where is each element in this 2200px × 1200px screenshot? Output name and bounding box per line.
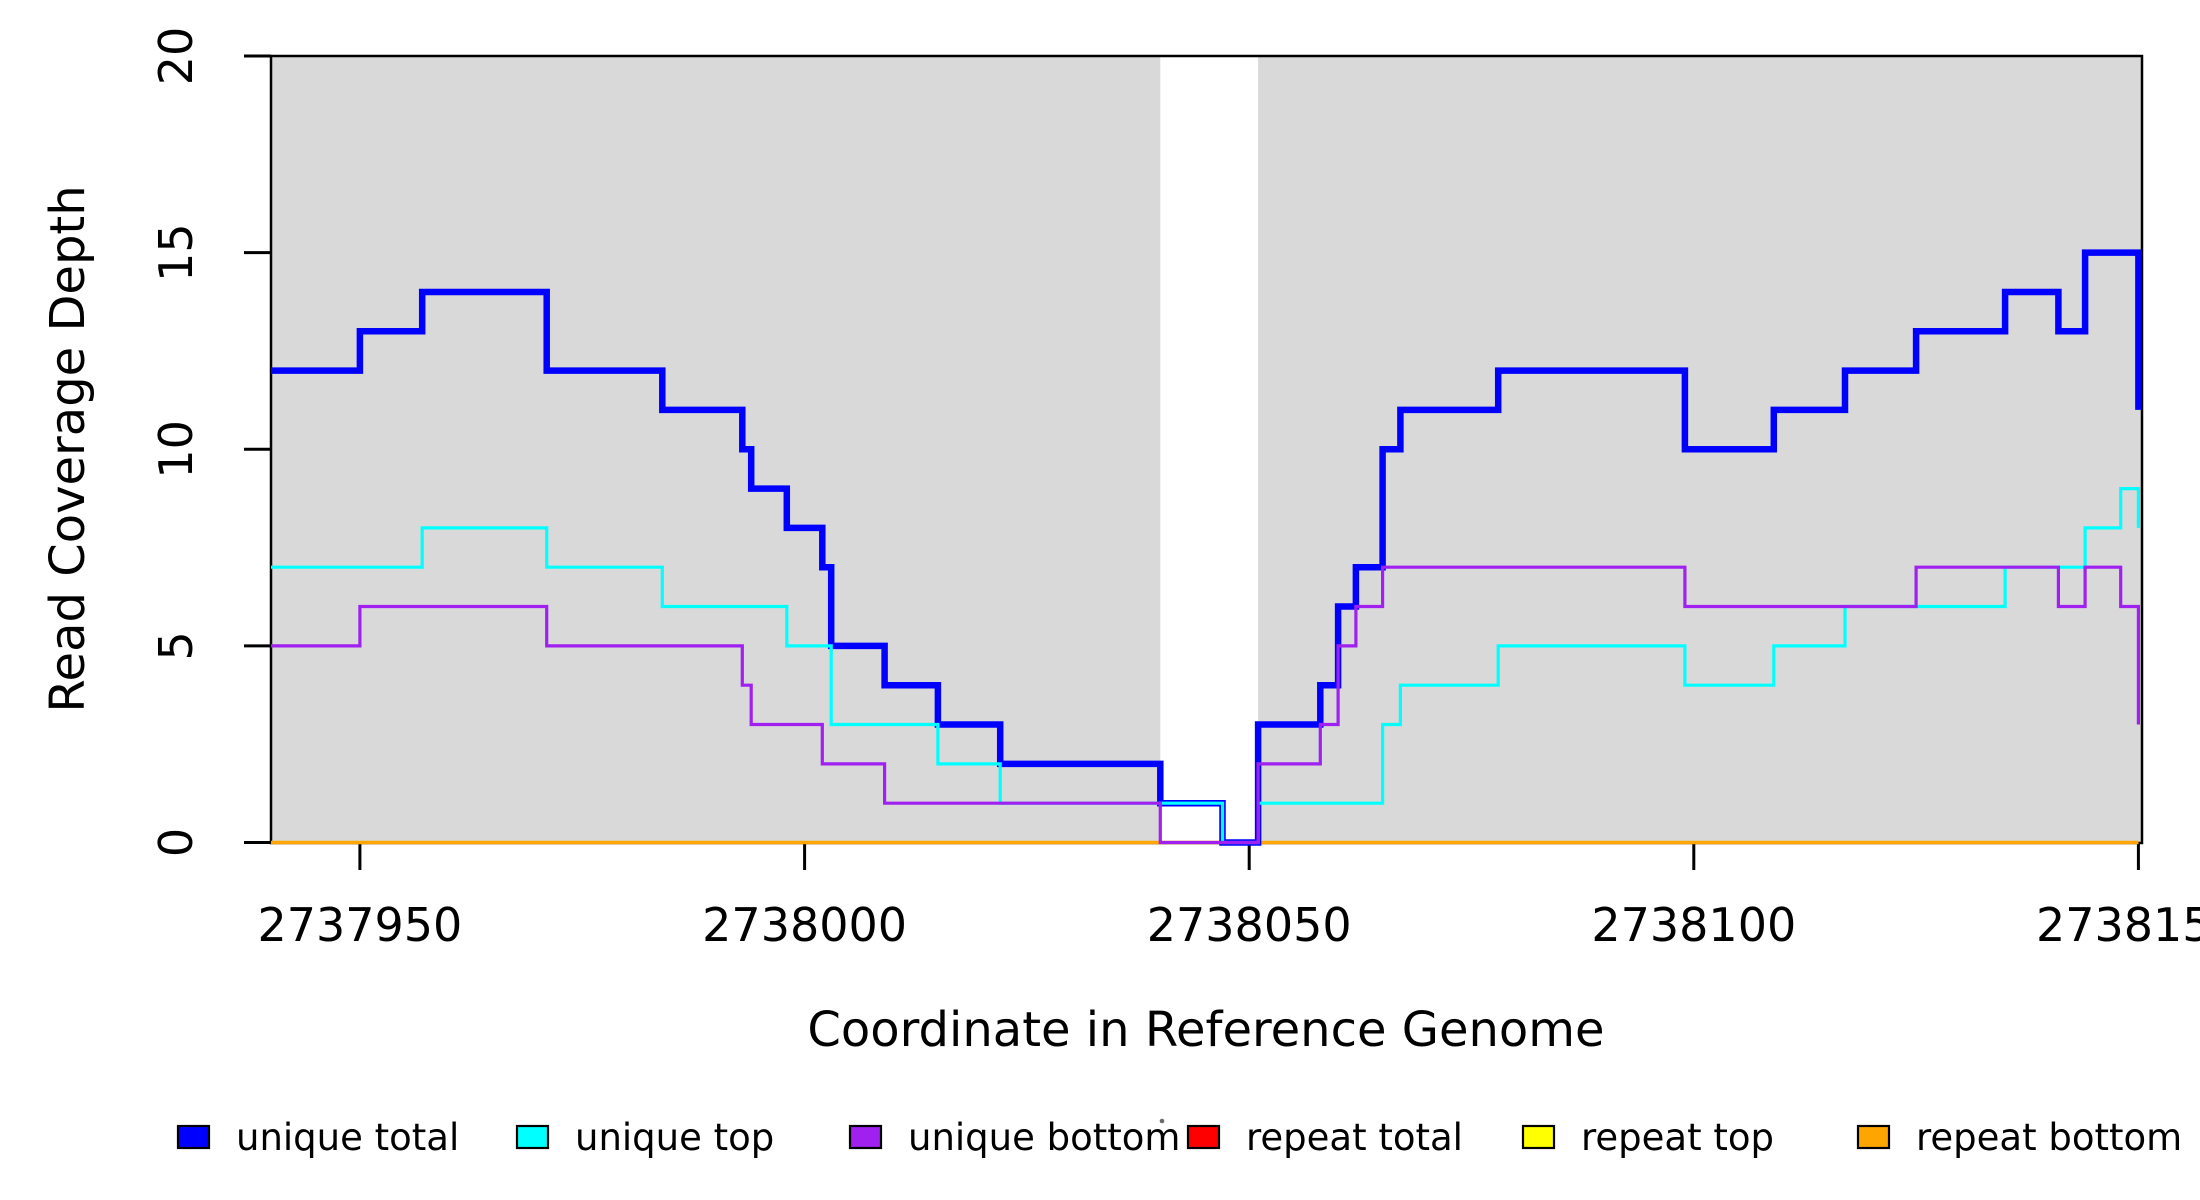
legend-item-label: unique total <box>236 1116 459 1159</box>
x-axis-title: Coordinate in Reference Genome <box>807 1002 1604 1058</box>
legend-item: repeat bottom <box>1856 1116 2182 1159</box>
legend-item: repeat total <box>1186 1116 1463 1159</box>
y-axis: 0 5 10 15 20 <box>149 27 271 857</box>
y-tick-label: 20 <box>149 27 203 86</box>
speck-artifact <box>1159 1118 1165 1124</box>
y-tick-label: 5 <box>149 631 203 660</box>
series-lines <box>271 249 2142 846</box>
shaded-band <box>271 56 1161 843</box>
shaded-regions <box>271 56 2142 843</box>
legend-item-label: unique top <box>575 1116 774 1159</box>
legend: unique total unique top unique bottom repea… <box>176 1116 2182 1159</box>
legend-swatch <box>1186 1124 1221 1150</box>
legend-item-label: repeat top <box>1581 1116 1774 1159</box>
series-unique-top <box>271 487 2140 845</box>
legend-item: repeat top <box>1521 1116 1774 1159</box>
legend-swatch <box>1521 1124 1556 1150</box>
x-tick-label: 2738050 <box>1147 898 1352 952</box>
y-tick-label: 10 <box>149 420 203 479</box>
x-tick-label: 2737950 <box>257 898 462 952</box>
legend-swatch <box>176 1124 211 1150</box>
x-tick-label: 2738000 <box>702 898 907 952</box>
x-tick-label: 2738100 <box>1591 898 1796 952</box>
legend-swatch <box>848 1124 883 1150</box>
legend-item: unique bottom <box>848 1116 1180 1159</box>
legend-item: unique top <box>515 1116 774 1159</box>
legend-swatch <box>515 1124 550 1150</box>
y-axis-title: Read Coverage Depth <box>40 185 96 712</box>
legend-item-label: unique bottom <box>908 1116 1180 1159</box>
y-tick-label: 15 <box>149 223 203 282</box>
legend-item-label: repeat total <box>1246 1116 1463 1159</box>
y-tick-label: 0 <box>149 828 203 857</box>
legend-item: unique total <box>176 1116 459 1159</box>
series-unique-bottom <box>271 565 2140 845</box>
legend-item-label: repeat bottom <box>1916 1116 2182 1159</box>
legend-swatch <box>1856 1124 1891 1150</box>
